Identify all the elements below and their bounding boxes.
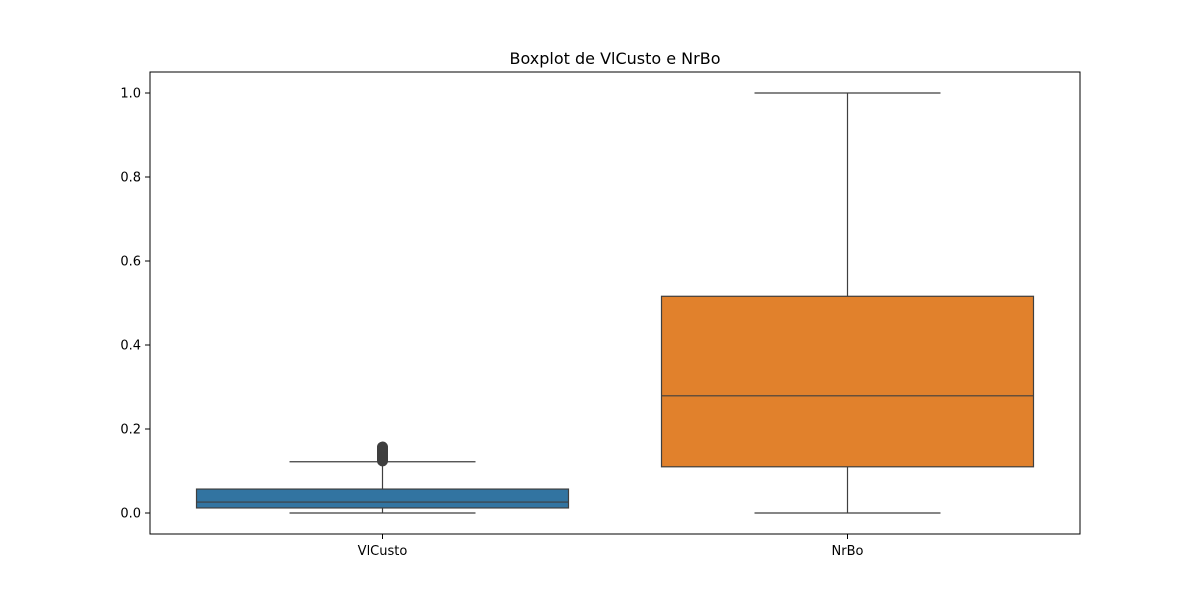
outlier-point — [377, 441, 388, 453]
x-tick-label: VlCusto — [358, 544, 408, 559]
y-tick-label: 0.4 — [120, 339, 141, 354]
plot-area: 0.0 0.2 0.4 0.6 0.8 1.0 VlCusto NrBo — [120, 87, 1035, 559]
y-tick-label: 1.0 — [120, 87, 141, 102]
box-nrbo — [660, 295, 1035, 468]
x-tick-label: NrBo — [832, 544, 864, 559]
chart-title: Boxplot de VlCusto e NrBo — [509, 49, 720, 68]
y-tick-label: 0.2 — [120, 423, 141, 438]
y-tick-label: 0.6 — [120, 255, 141, 270]
y-tick-label: 0.0 — [120, 507, 141, 522]
box-vlcusto — [195, 488, 570, 509]
y-tick-label: 0.8 — [120, 171, 141, 186]
axes-frame — [149, 71, 1081, 535]
